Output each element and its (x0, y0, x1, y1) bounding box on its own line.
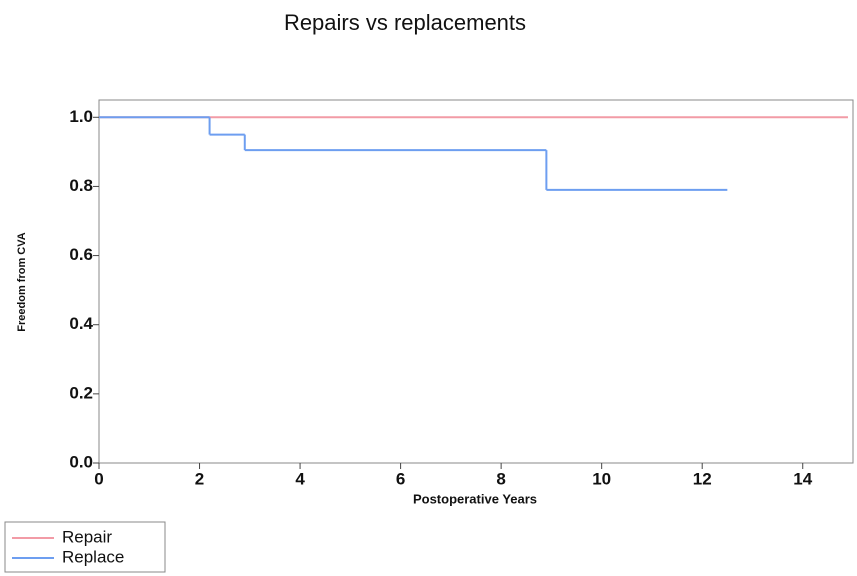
x-tick-label: 0 (94, 469, 103, 488)
x-tick-label: 2 (195, 469, 204, 488)
chart-title: Repairs vs replacements (284, 10, 526, 35)
y-axis-label: Freedom from CVA (16, 232, 28, 331)
y-tick-label: 0.2 (69, 383, 93, 402)
y-tick-label: 0.0 (69, 452, 93, 471)
legend-label: Repair (62, 527, 112, 546)
y-tick-label: 0.6 (69, 245, 93, 264)
x-tick-label: 12 (693, 469, 712, 488)
plot-frame (98, 99, 854, 464)
x-tick-label: 14 (793, 469, 812, 488)
y-tick-label: 0.8 (69, 176, 93, 195)
x-tick-label: 4 (295, 469, 305, 488)
legend (4, 521, 166, 573)
x-axis-label: Postoperative Years (413, 491, 537, 506)
x-tick-label: 6 (396, 469, 405, 488)
x-tick-label: 10 (592, 469, 611, 488)
y-tick-label: 1.0 (69, 107, 93, 126)
x-tick-label: 8 (496, 469, 505, 488)
legend-label: Replace (62, 547, 124, 566)
y-tick-label: 0.4 (69, 314, 93, 333)
